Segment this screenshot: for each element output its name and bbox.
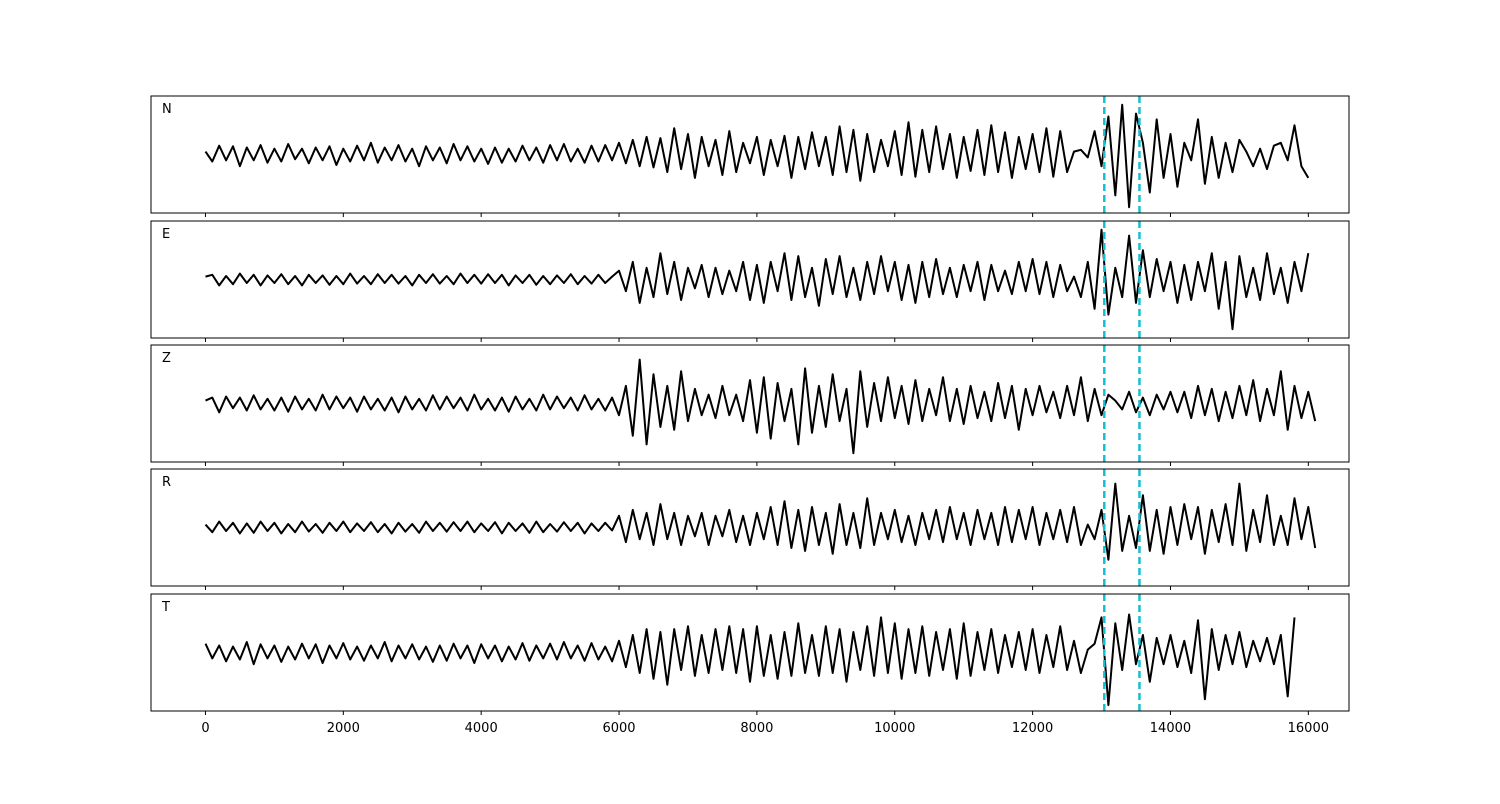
x-tick-label: 10000 xyxy=(874,721,915,736)
panel-label: E xyxy=(162,227,170,242)
x-tick-label: 16000 xyxy=(1288,721,1329,736)
x-tick-label: 0 xyxy=(201,721,209,736)
x-tick-label: 14000 xyxy=(1150,721,1191,736)
x-tick-label: 12000 xyxy=(1012,721,1053,736)
x-tick-label: 4000 xyxy=(465,721,498,736)
panel-frame xyxy=(150,593,1350,712)
panel-frame xyxy=(150,344,1350,463)
panel-label: N xyxy=(162,102,172,117)
panel-label: R xyxy=(162,475,171,490)
panel-label: T xyxy=(161,600,170,615)
trace-E xyxy=(205,228,1310,331)
trace-R xyxy=(204,482,1317,561)
x-tick-label: 6000 xyxy=(602,721,635,736)
x-tick-label: 2000 xyxy=(327,721,360,736)
panel-Z: Z xyxy=(150,344,1350,466)
panel-frame xyxy=(150,468,1350,587)
trace-Z xyxy=(205,358,1317,455)
panel-label: Z xyxy=(162,351,171,366)
panel-R: R xyxy=(150,468,1350,590)
x-tick-label: 8000 xyxy=(740,721,773,736)
trace-T xyxy=(204,613,1296,707)
panel-frame xyxy=(150,95,1350,214)
panel-N: N xyxy=(150,95,1350,217)
panel-E: E xyxy=(150,220,1350,342)
panel-T: T 0 2000 4000 6000 8000 10000 12000 14000 16000 xyxy=(150,593,1350,736)
trace-N xyxy=(204,103,1310,209)
panel-frame xyxy=(150,220,1350,339)
